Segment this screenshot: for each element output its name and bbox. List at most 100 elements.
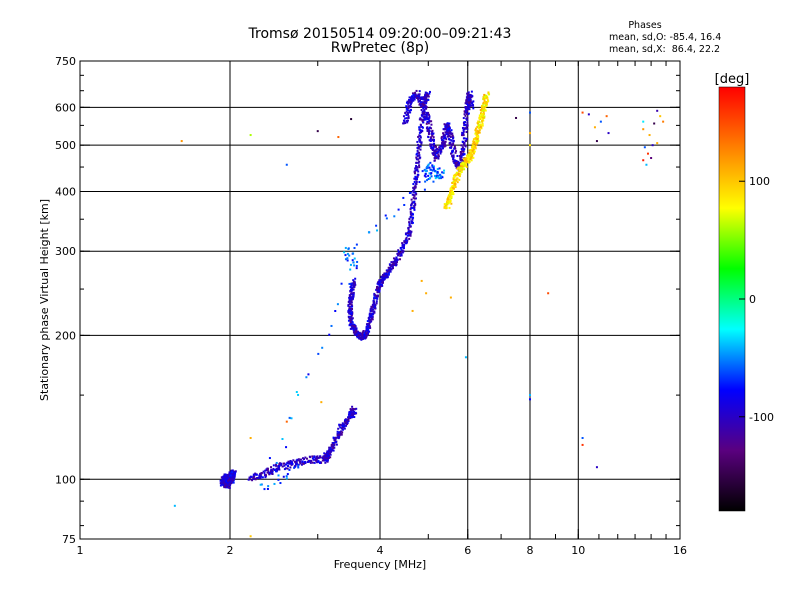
data-point — [289, 459, 292, 462]
data-point — [410, 206, 413, 209]
data-point — [432, 180, 435, 183]
data-point — [405, 105, 408, 108]
data-point — [277, 468, 280, 471]
data-point — [321, 459, 324, 462]
data-point — [607, 132, 610, 135]
data-point — [429, 139, 432, 142]
data-point — [399, 254, 402, 257]
data-point — [460, 152, 463, 155]
data-point — [474, 129, 477, 132]
data-point — [361, 334, 364, 337]
data-point — [409, 234, 412, 237]
data-point — [421, 104, 424, 107]
data-point — [454, 164, 457, 167]
data-point — [481, 122, 484, 125]
data-point — [277, 464, 280, 467]
data-point — [529, 394, 531, 397]
data-point — [409, 212, 412, 215]
data-point — [418, 131, 421, 134]
data-point — [465, 131, 468, 134]
data-point — [410, 220, 413, 223]
data-point — [415, 176, 418, 179]
y-tick-label: 200 — [55, 329, 76, 342]
data-point — [447, 202, 450, 205]
data-point — [408, 96, 411, 99]
data-point — [357, 332, 360, 335]
data-point — [351, 287, 354, 290]
data-point — [407, 105, 410, 108]
data-point — [349, 321, 352, 324]
data-point — [458, 154, 461, 157]
data-point — [445, 128, 448, 131]
data-point — [460, 148, 463, 151]
data-point — [335, 443, 338, 446]
data-point — [431, 164, 434, 167]
data-point — [344, 421, 347, 424]
data-point — [428, 119, 431, 122]
data-point — [477, 134, 480, 137]
data-point — [378, 290, 381, 293]
data-point — [413, 96, 416, 99]
data-point — [337, 136, 340, 139]
data-point — [435, 145, 438, 148]
data-point — [411, 92, 414, 95]
data-point — [470, 102, 473, 105]
data-point — [484, 104, 487, 107]
data-point — [430, 143, 433, 146]
data-point — [452, 160, 455, 163]
data-point — [453, 159, 456, 162]
data-point — [341, 422, 344, 425]
data-point — [341, 426, 344, 429]
data-point — [386, 269, 389, 272]
data-point — [454, 147, 457, 150]
data-point — [286, 473, 289, 476]
y-tick-label: 100 — [55, 473, 76, 486]
data-point — [441, 145, 444, 148]
data-point — [424, 91, 427, 94]
data-point — [326, 459, 329, 462]
data-point — [423, 103, 426, 106]
data-point — [419, 118, 422, 121]
data-point — [345, 424, 348, 427]
data-point — [425, 115, 428, 118]
data-point — [445, 126, 448, 129]
data-point — [305, 457, 308, 460]
data-point — [365, 332, 368, 335]
data-point — [259, 483, 262, 486]
data-point — [223, 486, 226, 489]
data-point — [395, 256, 398, 259]
data-point — [482, 106, 485, 109]
data-point — [387, 269, 390, 272]
data-point — [352, 252, 355, 255]
data-point — [452, 136, 455, 139]
data-point — [228, 486, 231, 489]
data-point — [409, 109, 412, 112]
data-point — [423, 97, 426, 100]
data-point — [410, 99, 413, 102]
data-point — [419, 156, 422, 159]
data-point — [529, 144, 531, 147]
data-point — [476, 129, 479, 132]
data-point — [469, 93, 472, 96]
data-point — [260, 483, 263, 486]
data-point — [389, 270, 392, 273]
data-point — [414, 202, 417, 205]
data-point — [426, 118, 429, 121]
data-point — [465, 112, 468, 115]
data-point — [472, 142, 475, 145]
data-point — [418, 137, 421, 140]
data-point — [468, 155, 471, 158]
data-point — [465, 127, 468, 130]
data-point — [355, 328, 358, 331]
data-point — [286, 467, 289, 470]
data-point — [350, 284, 353, 287]
data-point — [467, 158, 470, 161]
data-point — [449, 191, 452, 194]
data-point — [323, 459, 326, 462]
data-point — [437, 154, 440, 157]
data-point — [422, 118, 425, 121]
data-point — [462, 134, 465, 137]
data-point — [419, 123, 422, 126]
data-point — [284, 463, 287, 466]
data-point — [222, 479, 225, 482]
